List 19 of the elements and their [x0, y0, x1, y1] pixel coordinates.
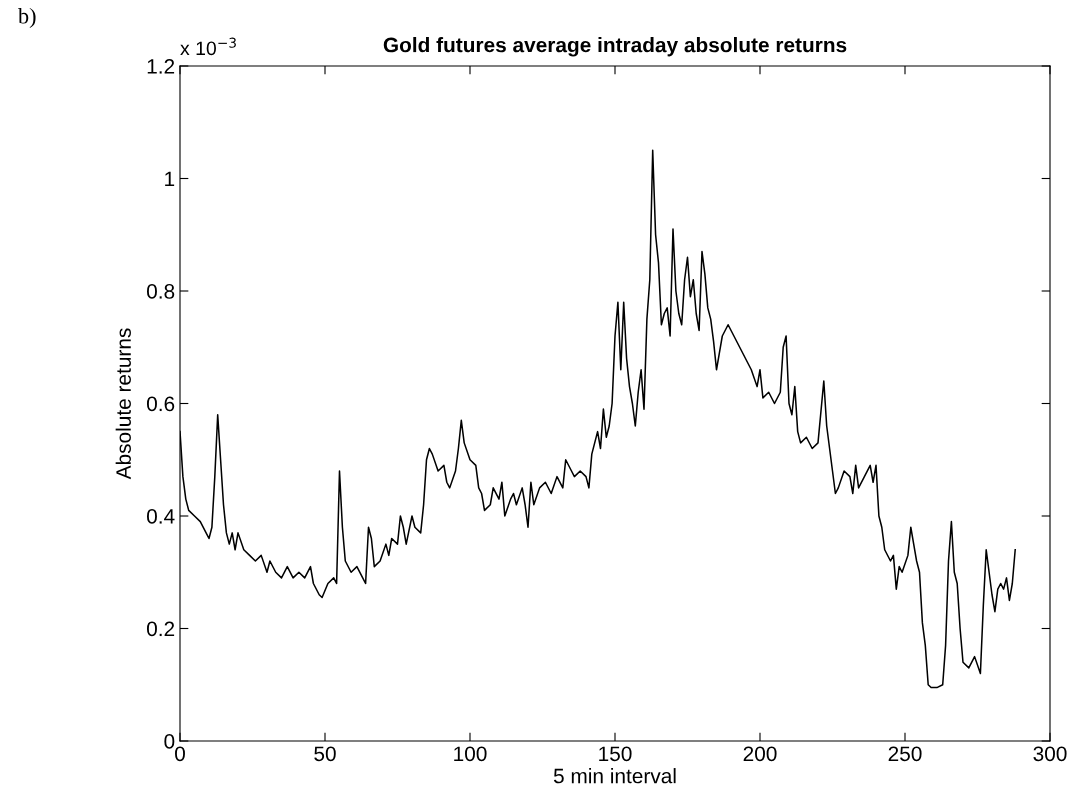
y-tick-label: 1.2 [147, 59, 175, 74]
text: x 10$^{−3}$ [180, 37, 236, 56]
y-tick-label: 1 [165, 171, 175, 187]
x-tick-label: 50 [314, 746, 336, 762]
y-tick-label: 0.6 [146, 396, 175, 412]
x-tick-label: 100 [454, 746, 487, 762]
y-tick-label: 0 [164, 734, 175, 749]
y-axis-title: Absolute returns [115, 328, 131, 480]
text: b) [18, 7, 36, 29]
x-tick-label: 250 [888, 746, 922, 762]
x-axis-title: 5 min interval [553, 768, 676, 784]
x-tick-label: 0 [175, 746, 185, 762]
y-tick-label: 0.2 [146, 621, 175, 637]
x-tick-label: 150 [599, 746, 632, 762]
x-tick-label: 300 [1033, 746, 1067, 762]
y-tick-label: 0.8 [146, 284, 175, 299]
y-tick-label: 0.4 [146, 509, 175, 524]
chart-title: Gold futures average intraday absolute returns [383, 37, 847, 57]
x-tick-label: 200 [743, 746, 777, 762]
